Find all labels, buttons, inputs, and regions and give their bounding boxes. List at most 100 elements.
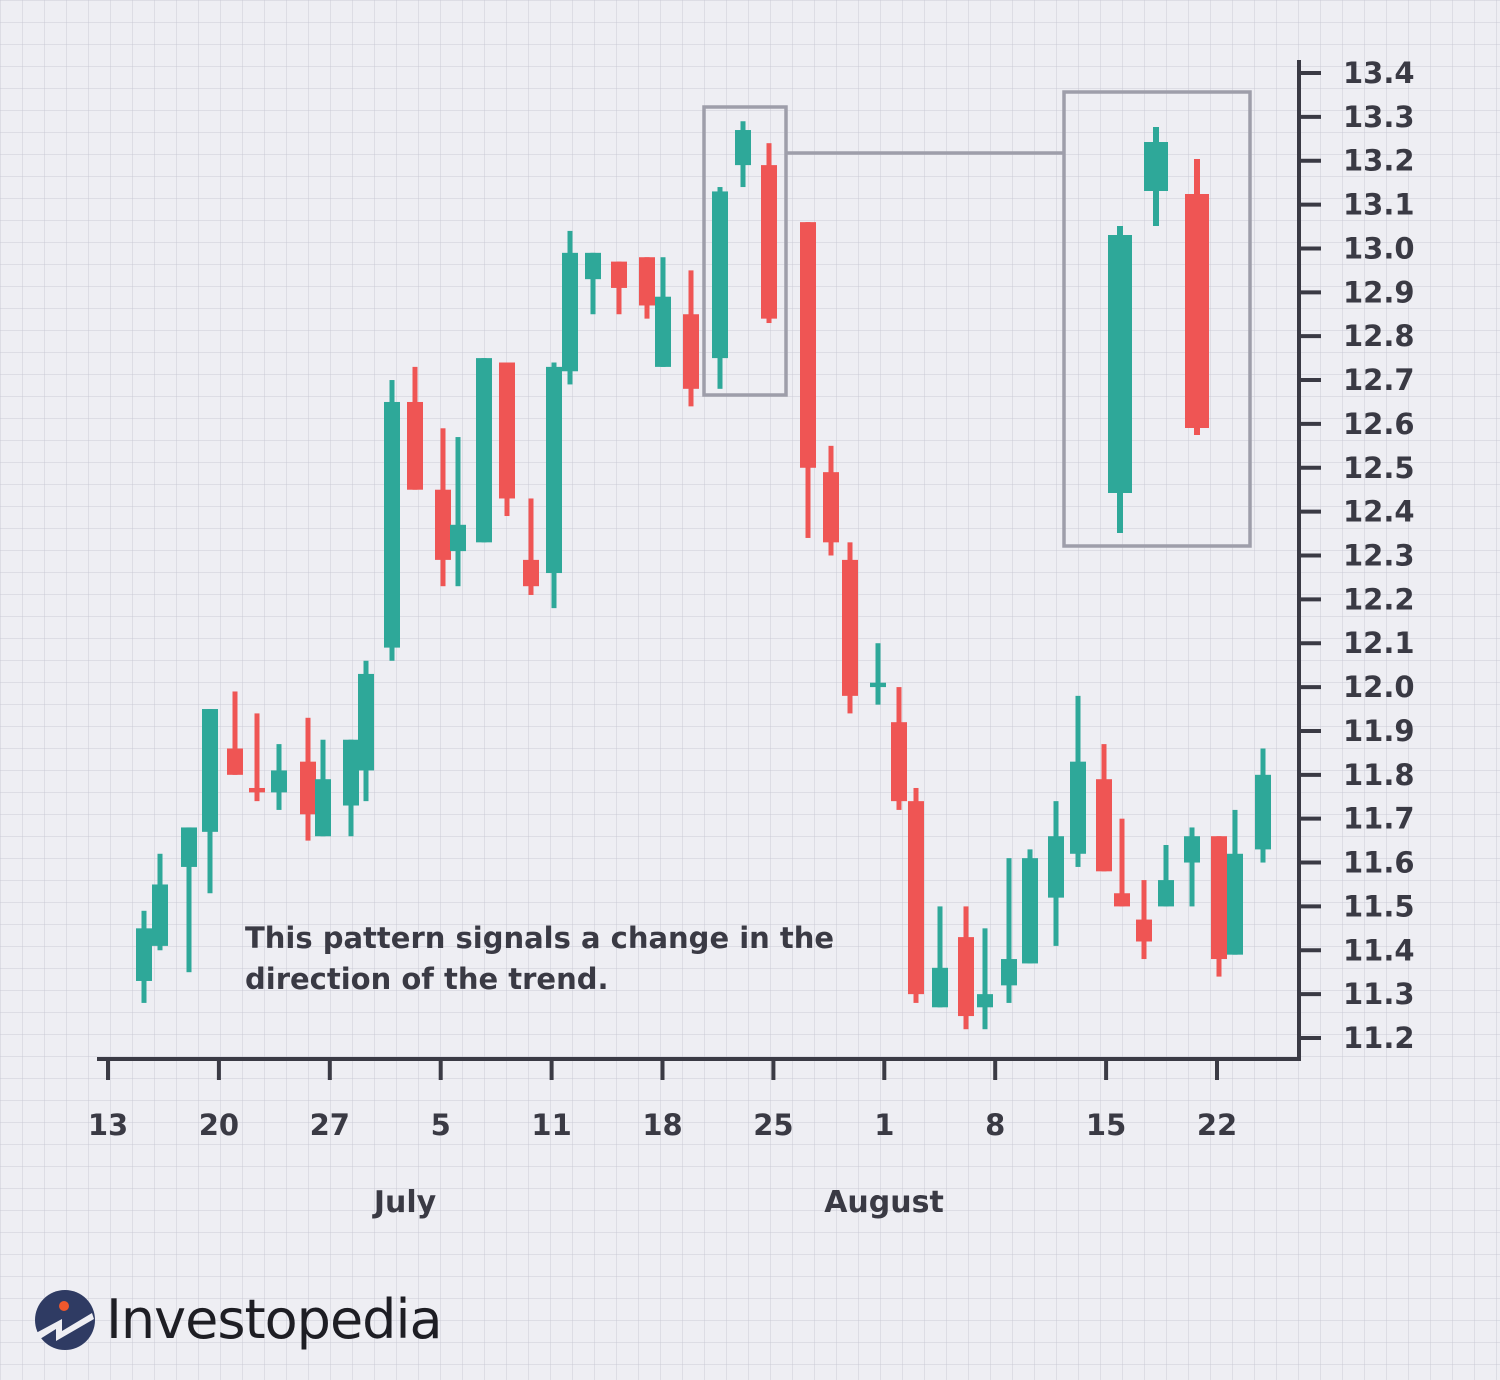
candles-layer: [136, 121, 1271, 1030]
candle: [977, 928, 993, 1030]
annotation-line-2: direction of the trend.: [245, 962, 609, 996]
y-tick-label: 12.8: [1343, 319, 1415, 353]
candle: [1001, 858, 1017, 1003]
y-tick-label: 11.9: [1343, 714, 1415, 748]
candle: [343, 739, 359, 837]
x-tick-label: 13: [88, 1108, 128, 1142]
candle: [249, 713, 265, 802]
pattern-highlight-box: [702, 105, 788, 397]
y-tick-label: 13.3: [1343, 100, 1415, 134]
candle: [152, 853, 168, 951]
candle: [1184, 827, 1200, 907]
pattern-annotation: This pattern signals a change in the dir…: [245, 918, 845, 1000]
month-label: August: [824, 1185, 944, 1220]
highlight-layer: [702, 90, 1252, 548]
candle: [932, 906, 948, 1008]
candle: [1211, 836, 1227, 977]
candle: [958, 906, 974, 1030]
y-tick-label: 11.5: [1343, 889, 1415, 923]
inset-candle: [1185, 159, 1209, 435]
x-tick-label: 11: [531, 1108, 571, 1142]
y-tick-label: 12.6: [1343, 407, 1415, 441]
candle: [435, 428, 451, 587]
inset-candle: [1108, 226, 1132, 533]
candle: [300, 717, 316, 841]
y-tick-label: 12.4: [1343, 495, 1415, 529]
inset-candle: [1144, 127, 1168, 226]
candle: [450, 437, 466, 587]
candle: [476, 358, 492, 543]
candle: [1048, 801, 1064, 946]
y-tick-label: 11.8: [1343, 758, 1415, 792]
candle: [800, 222, 816, 538]
candle: [611, 261, 627, 315]
candle: [358, 660, 374, 802]
candle: [655, 257, 671, 367]
investopedia-logo-icon: [35, 1289, 95, 1350]
candle: [499, 362, 515, 517]
brand-name: Investopedia: [106, 1288, 443, 1351]
candle: [227, 691, 243, 775]
candle: [842, 542, 858, 714]
candle: [562, 230, 578, 385]
candle: [136, 910, 152, 1003]
candle: [908, 787, 924, 1003]
x-tick-label: 15: [1086, 1108, 1126, 1142]
candle: [202, 709, 218, 894]
x-tick-label: 8: [985, 1108, 1005, 1142]
month-label: July: [372, 1185, 437, 1220]
candle: [181, 827, 197, 973]
x-tick-label: 25: [753, 1108, 793, 1142]
y-tick-label: 12.9: [1343, 275, 1415, 309]
candle: [761, 143, 777, 324]
candle: [1070, 695, 1086, 867]
y-tick-label: 13.0: [1343, 231, 1415, 265]
candle: [1136, 880, 1152, 960]
y-tick-label: 11.4: [1343, 933, 1415, 967]
y-tick-label: 11.2: [1343, 1021, 1415, 1055]
candle: [639, 257, 655, 319]
y-tick-label: 12.3: [1343, 539, 1415, 573]
y-tick-label: 13.4: [1343, 56, 1415, 90]
x-tick-label: 22: [1197, 1108, 1237, 1142]
candle: [407, 366, 423, 490]
investopedia-logo: Investopedia: [34, 1288, 443, 1351]
candle: [315, 739, 331, 837]
x-tick-label: 20: [199, 1108, 239, 1142]
inset-zoom-box: [1062, 90, 1252, 548]
x-tick-label: 27: [310, 1108, 350, 1142]
axes-layer: 13.4 13.3 13.2 13.1 13.0 12.9 12.8 12.7 12.6 12.5…: [88, 56, 1415, 1220]
y-tick-label: 12.5: [1343, 451, 1415, 485]
candle: [891, 687, 907, 810]
y-tick-label: 11.7: [1343, 802, 1415, 836]
x-tick-label: 18: [642, 1108, 682, 1142]
candle: [1158, 845, 1174, 907]
candle: [1022, 849, 1038, 964]
annotation-line-1: This pattern signals a change in the: [245, 921, 835, 955]
y-tick-label: 13.2: [1343, 144, 1415, 178]
candle: [870, 643, 886, 705]
y-tick-label: 12.2: [1343, 582, 1415, 616]
x-tick-label: 1: [874, 1108, 894, 1142]
candle: [1114, 818, 1130, 907]
candle: [735, 121, 751, 188]
y-tick-label: 11.6: [1343, 846, 1415, 880]
candle: [523, 498, 539, 595]
x-tick-label: 5: [431, 1108, 451, 1142]
candle: [1096, 744, 1112, 872]
y-tick-label: 13.1: [1343, 188, 1415, 222]
candle: [1227, 809, 1243, 955]
candle: [823, 445, 839, 556]
candle: [271, 744, 287, 810]
candle: [546, 362, 562, 609]
candle: [384, 380, 400, 661]
y-tick-label: 12.1: [1343, 626, 1415, 660]
y-tick-label: 11.3: [1343, 977, 1415, 1011]
candle: [712, 187, 728, 389]
candle: [1255, 748, 1271, 863]
candle: [683, 270, 699, 407]
y-tick-label: 12.7: [1343, 363, 1415, 397]
candle: [585, 252, 601, 315]
y-tick-label: 12.0: [1343, 670, 1415, 704]
